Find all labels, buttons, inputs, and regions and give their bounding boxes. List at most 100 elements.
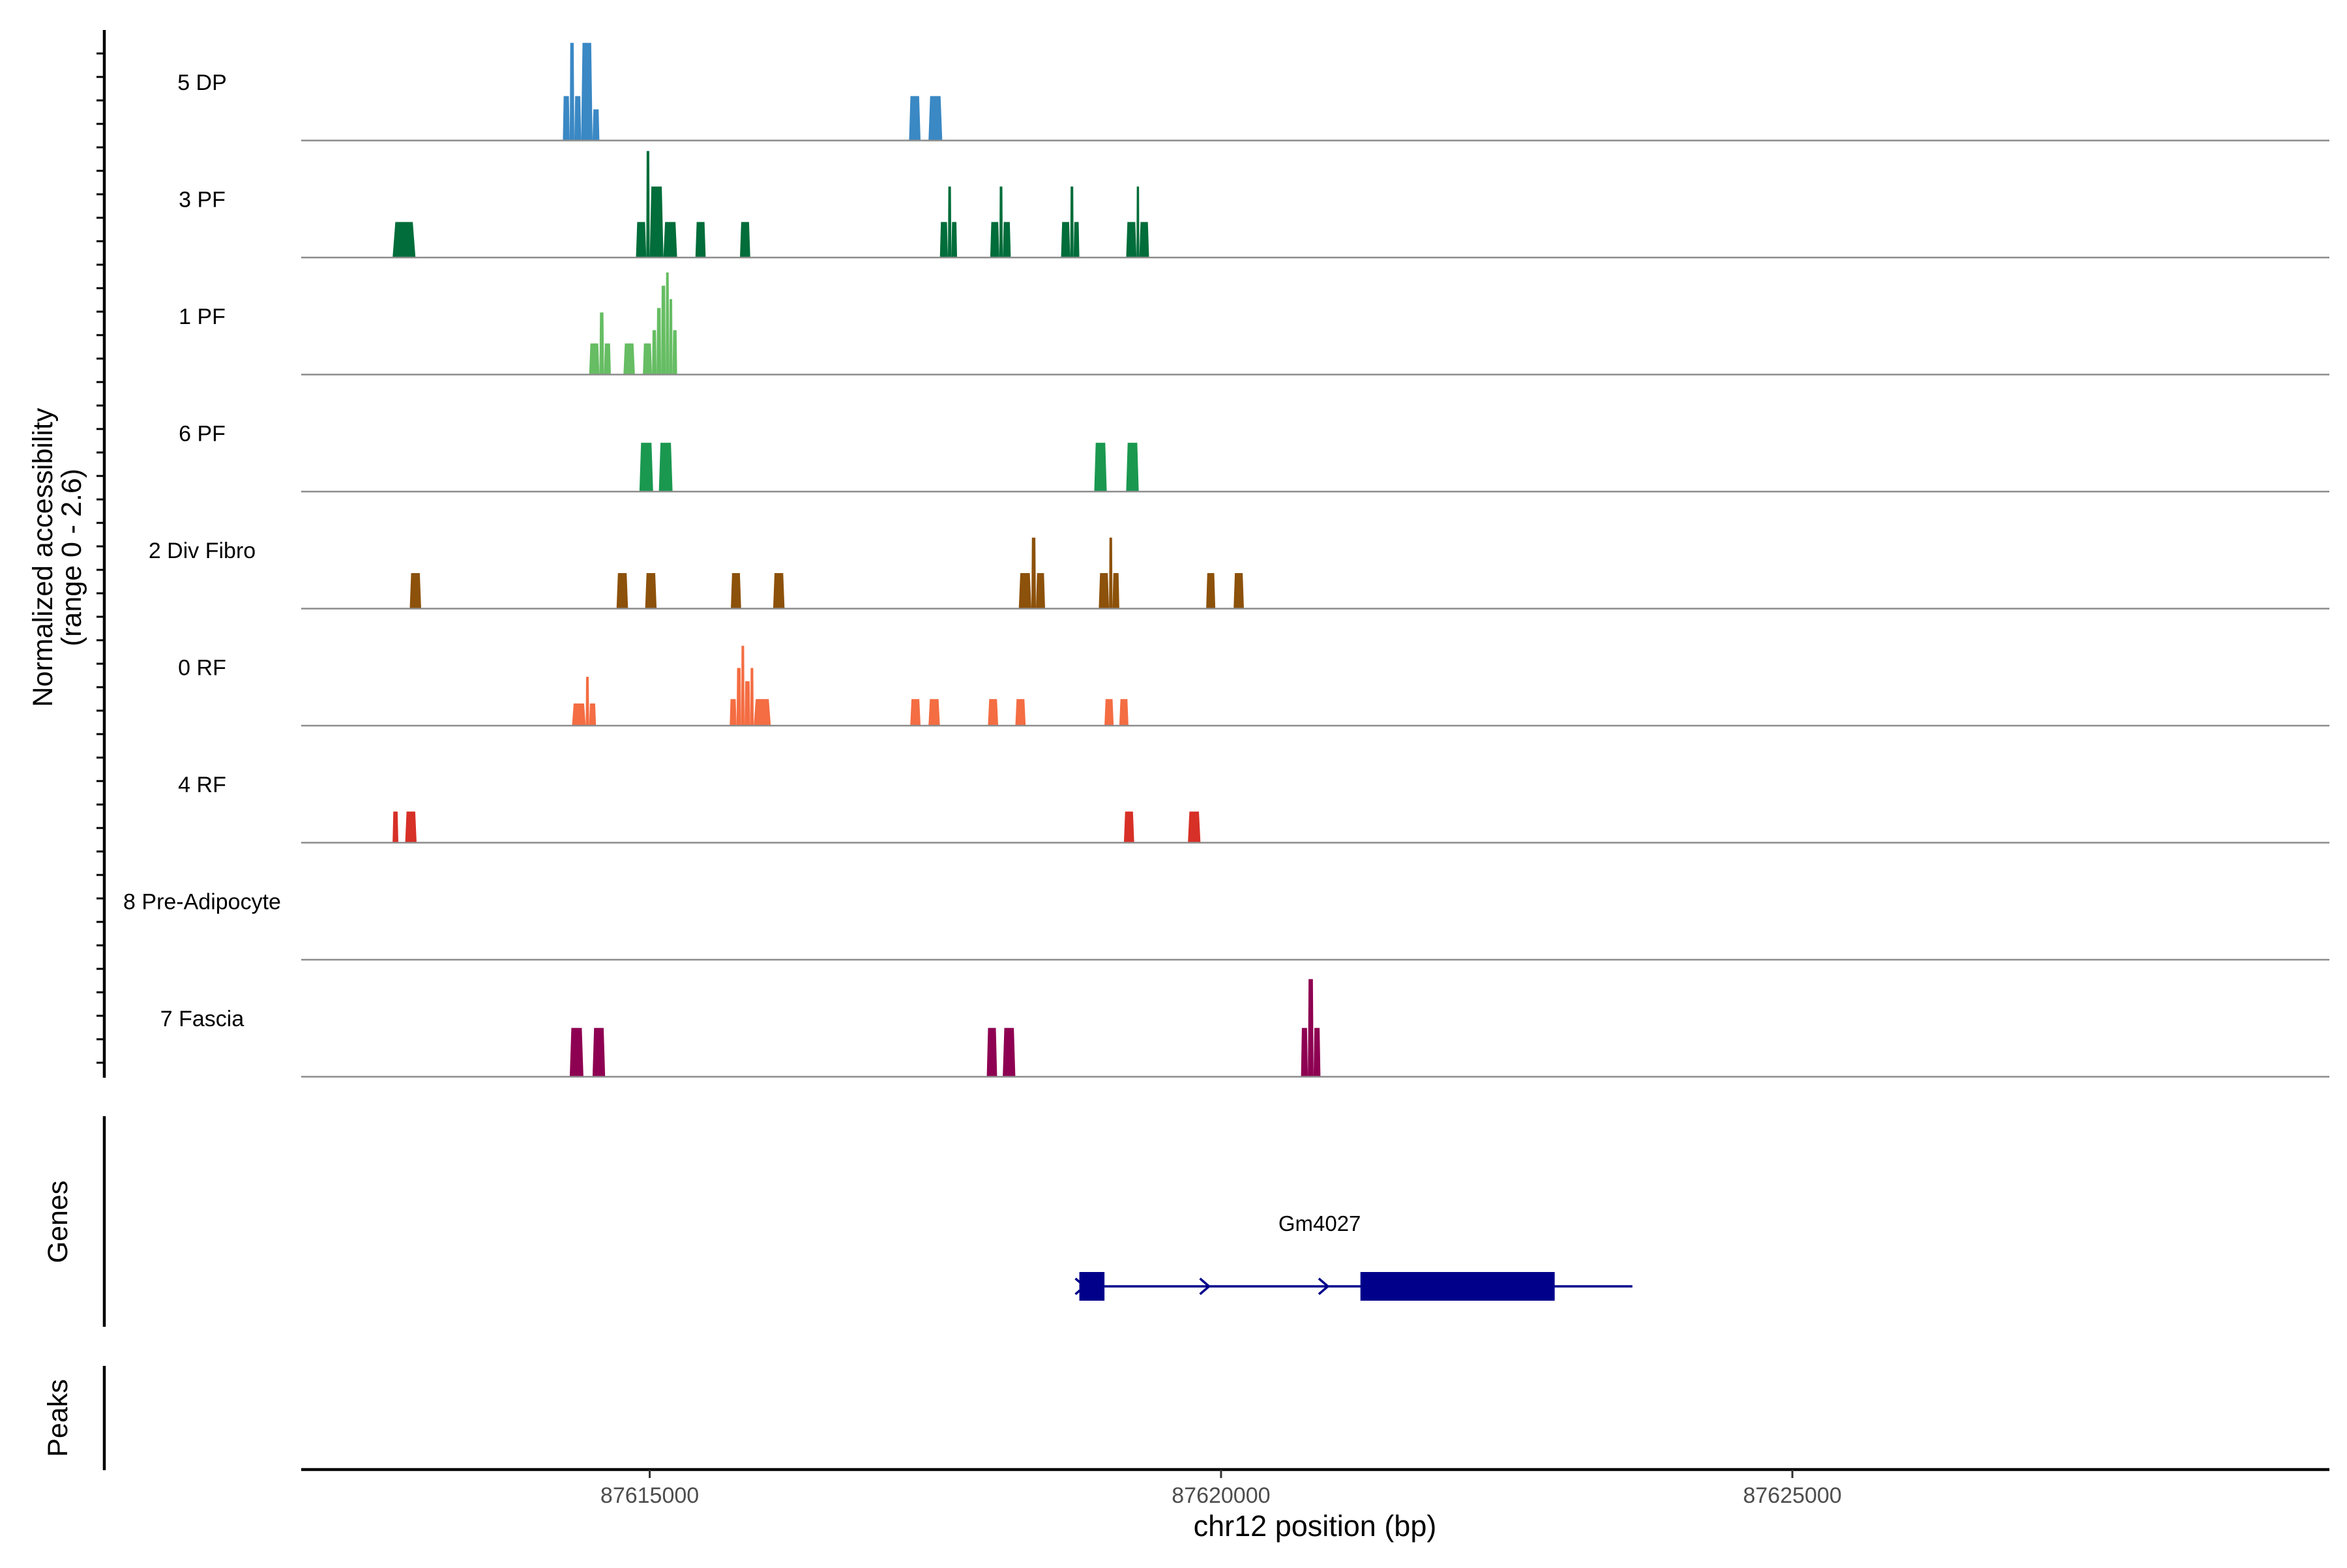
- track-5-peak-13: [1104, 699, 1114, 726]
- track-4-peak-4: [773, 573, 785, 609]
- track-8-peak-3: [1003, 1028, 1016, 1077]
- track-2-label: 1 PF: [179, 304, 226, 329]
- track-0-peak-4: [592, 109, 600, 141]
- gene-label: Gm4027: [1278, 1211, 1361, 1235]
- track-6-peak-3: [1188, 811, 1201, 843]
- track-0: 5 DP: [177, 42, 2329, 141]
- track-5-peak-14: [1119, 699, 1129, 726]
- gene-track: [1074, 1272, 1632, 1301]
- track-4-peak-2: [645, 573, 657, 609]
- gene-strand-arrow-1: [1199, 1277, 1211, 1295]
- track-1-peak-17: [1136, 186, 1140, 258]
- track-8-peak-6: [1313, 1028, 1321, 1077]
- track-6-peak-0: [392, 811, 398, 843]
- track-5-peak-0: [572, 703, 586, 726]
- track-1-label: 3 PF: [179, 187, 226, 212]
- track-4: 2 Div Fibro: [149, 537, 2329, 610]
- track-8: 7 Fascia: [160, 979, 2329, 1078]
- x-tick-label-1: 87620000: [1172, 1483, 1270, 1508]
- track-8-peak-4: [1301, 1028, 1308, 1077]
- track-1-peak-6: [740, 222, 750, 258]
- track-4-peak-12: [1233, 573, 1244, 609]
- track-4-peak-11: [1206, 573, 1216, 609]
- x-tick-label-0: 87615000: [600, 1483, 699, 1508]
- gene-exon-1: [1360, 1272, 1555, 1301]
- track-5-label: 0 RF: [178, 655, 226, 680]
- track-1-peak-11: [999, 186, 1003, 258]
- track-1-peak-9: [951, 222, 957, 258]
- track-0-peak-6: [928, 96, 943, 141]
- gene-strand-arrow-0: [1074, 1277, 1087, 1295]
- track-1-peak-13: [1061, 222, 1070, 258]
- track-2-peak-6: [657, 308, 662, 375]
- track-1-peak-14: [1070, 186, 1074, 258]
- track-2: 1 PF: [179, 272, 2329, 376]
- track-2-peak-1: [599, 312, 604, 375]
- track-1: 3 PF: [179, 151, 2329, 259]
- genes-panel-label: Genes: [42, 1181, 74, 1264]
- track-1-peak-10: [990, 222, 999, 258]
- track-2-peak-2: [604, 343, 611, 375]
- track-2-peak-7: [661, 286, 666, 375]
- track-6-peak-1: [405, 811, 417, 843]
- track-4-peak-6: [1031, 537, 1036, 609]
- track-0-peak-1: [569, 42, 574, 141]
- track-5-peak-12: [1015, 699, 1026, 726]
- y-minor-ticks: [96, 52, 104, 1064]
- track-2-peak-10: [672, 330, 677, 375]
- track-3-peak-0: [639, 443, 653, 492]
- track-6-label: 4 RF: [178, 773, 226, 797]
- track-7-label: 8 Pre-Adipocyte: [123, 889, 281, 914]
- track-3-peak-3: [1126, 443, 1139, 492]
- track-1-peak-16: [1126, 222, 1137, 258]
- track-5-peak-4: [736, 668, 741, 726]
- track-5-peak-10: [928, 699, 940, 726]
- x-axis-label: chr12 position (bp): [1194, 1509, 1437, 1543]
- track-5-peak-11: [988, 699, 999, 726]
- track-1-peak-8: [948, 186, 952, 258]
- track-2-peak-9: [669, 299, 673, 375]
- track-5-peak-8: [754, 699, 771, 726]
- track-3: 6 PF: [179, 421, 2329, 493]
- x-axis-ticks: 87615000 87620000 87625000: [600, 1470, 1842, 1508]
- track-2-peak-3: [623, 343, 635, 375]
- track-2-peak-5: [652, 330, 657, 375]
- track-5-peak-5: [741, 645, 745, 726]
- track-1-peak-7: [939, 222, 948, 258]
- track-5-peak-2: [589, 703, 597, 726]
- track-1-peak-4: [663, 222, 677, 258]
- gene-strand-arrow-2: [1318, 1277, 1330, 1295]
- track-8-label: 7 Fascia: [160, 1007, 244, 1031]
- track-1-peak-12: [1003, 222, 1011, 258]
- track-4-peak-10: [1112, 573, 1119, 609]
- track-4-peak-7: [1036, 573, 1045, 609]
- track-5-peak-1: [585, 677, 589, 726]
- coverage-tracks: 5 DP 3 PF 1 PF 6 PF 2 Div Fibro 0 RF 4 RF 8 Pre…: [123, 42, 2329, 1078]
- track-4-peak-9: [1109, 537, 1113, 609]
- track-0-peak-0: [563, 96, 570, 141]
- track-7: 8 Pre-Adipocyte: [123, 889, 2329, 961]
- track-1-peak-0: [392, 222, 416, 258]
- track-5-peak-7: [750, 668, 754, 726]
- track-1-peak-18: [1139, 222, 1149, 258]
- track-4-peak-5: [1018, 573, 1031, 609]
- y-axis-range-label: (range 0 - 2.6): [56, 469, 87, 646]
- track-1-peak-5: [695, 222, 706, 258]
- track-1-peak-2: [646, 151, 650, 258]
- track-4-peak-1: [616, 573, 628, 609]
- track-5: 0 RF: [178, 645, 2329, 727]
- track-3-label: 6 PF: [179, 421, 226, 446]
- track-0-peak-5: [909, 96, 921, 141]
- y-axis-label: Normalized accessibility: [27, 407, 59, 707]
- track-4-peak-8: [1099, 573, 1110, 609]
- track-3-peak-1: [658, 443, 673, 492]
- track-1-peak-3: [649, 186, 664, 258]
- track-8-peak-0: [569, 1028, 583, 1077]
- track-6: 4 RF: [178, 773, 2329, 844]
- track-1-peak-15: [1073, 222, 1080, 258]
- track-3-peak-2: [1094, 443, 1107, 492]
- track-4-label: 2 Div Fibro: [149, 539, 256, 563]
- track-5-peak-6: [745, 681, 750, 726]
